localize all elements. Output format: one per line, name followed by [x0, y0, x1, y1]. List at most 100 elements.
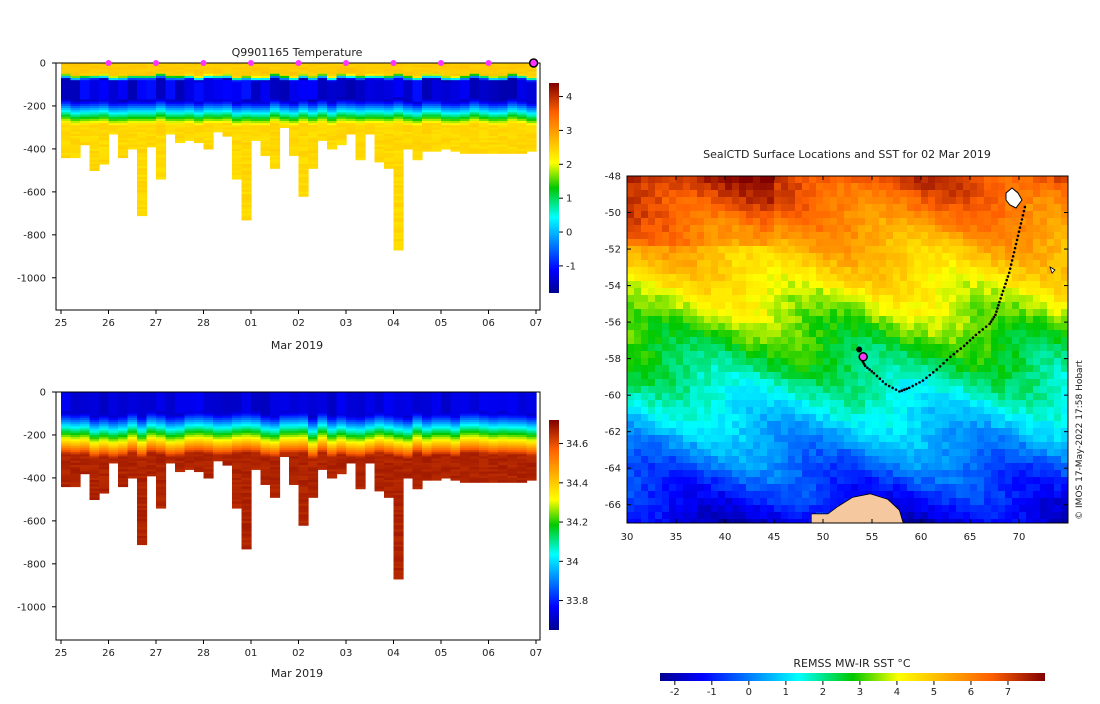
sst-cell	[641, 372, 649, 380]
sst-cell	[627, 491, 635, 499]
temperature-cell	[223, 134, 233, 137]
sst-cell	[627, 456, 635, 464]
sst-cell	[676, 253, 684, 261]
sst-cell	[690, 435, 698, 443]
sst-cell	[655, 246, 663, 254]
sst-cell	[690, 204, 698, 212]
sst-cell	[669, 365, 677, 373]
sst-cell	[669, 407, 677, 415]
sst-cell	[662, 267, 670, 275]
sst-cell	[641, 344, 649, 352]
sst-cell	[669, 386, 677, 394]
salinity-cell	[413, 487, 423, 490]
temperature-cell	[356, 158, 366, 161]
sst-cell	[669, 393, 677, 401]
salinity-cell	[223, 463, 233, 466]
salinity-cell	[185, 467, 195, 470]
sst-cell	[697, 211, 705, 219]
sst-cell	[669, 414, 677, 422]
salinity-cell	[261, 482, 271, 485]
sst-cell	[669, 379, 677, 387]
sst-cell	[690, 267, 698, 275]
sst-cell	[655, 449, 663, 457]
salinity-cell	[71, 484, 81, 487]
sst-cell	[683, 372, 691, 380]
sst-cell	[641, 428, 649, 436]
sst-cell	[690, 183, 698, 191]
sst-cell	[655, 365, 663, 373]
sst-cell	[690, 323, 698, 331]
sst-cell	[662, 407, 670, 415]
sst-cell	[683, 393, 691, 401]
sst-cell	[662, 372, 670, 380]
sst-cell	[634, 498, 642, 506]
sst-cell	[683, 197, 691, 205]
sst-cell	[655, 379, 663, 387]
sst-cell	[648, 463, 656, 471]
sst-cell	[669, 442, 677, 450]
sst-cell	[655, 414, 663, 422]
salinity-cell	[337, 471, 347, 474]
temperature-x-tick-label: 07	[530, 318, 543, 329]
temperature-cell	[308, 166, 318, 169]
sst-cell	[662, 351, 670, 359]
salinity-x-tick-label: 06	[482, 648, 495, 659]
sst-cell	[690, 295, 698, 303]
sst-cell	[690, 414, 698, 422]
sst-cell	[648, 400, 656, 408]
sst-cell	[690, 498, 698, 506]
sst-cell	[634, 295, 642, 303]
sst-cell	[662, 323, 670, 331]
sst-cell	[676, 295, 684, 303]
sst-cell	[690, 470, 698, 478]
temperature-cell	[479, 151, 489, 154]
salinity-x-tick-label: 27	[150, 648, 163, 659]
sst-cell	[683, 218, 691, 226]
salinity-cell	[289, 482, 299, 485]
sst-cell	[641, 512, 649, 520]
sst-cell	[669, 253, 677, 261]
sst-cell	[648, 288, 656, 296]
salinity-cell	[318, 467, 328, 470]
temperature-cell	[375, 160, 385, 163]
temperature-y-tick-label: -800	[23, 230, 46, 241]
sst-cell	[655, 274, 663, 282]
temperature-cell	[280, 125, 290, 128]
sst-cell	[676, 274, 684, 282]
salinity-y-tick-label: -200	[23, 430, 46, 441]
sst-cell	[676, 260, 684, 268]
sst-cell	[676, 330, 684, 338]
sst-cell	[634, 463, 642, 471]
surface-fix-marker	[486, 60, 492, 66]
sst-cell	[634, 351, 642, 359]
sst-cell	[697, 260, 705, 268]
sst-cell	[669, 428, 677, 436]
sst-cell	[669, 246, 677, 254]
sst-cell	[662, 456, 670, 464]
sst-cell	[676, 351, 684, 359]
sst-cell	[669, 456, 677, 464]
sst-cell	[662, 211, 670, 219]
sst-cell	[634, 512, 642, 520]
sst-cell	[690, 302, 698, 310]
sst-cell	[662, 498, 670, 506]
sst-cell	[683, 421, 691, 429]
sst-cell	[697, 239, 705, 247]
sst-cell	[627, 295, 635, 303]
sst-cell	[669, 316, 677, 324]
sst-cell	[655, 204, 663, 212]
sst-cell	[669, 477, 677, 485]
sst-cell	[648, 379, 656, 387]
sst-cell	[641, 358, 649, 366]
sst-cell	[634, 232, 642, 240]
sst-cell	[641, 463, 649, 471]
sst-cell	[634, 337, 642, 345]
surface-fix-marker	[391, 60, 397, 66]
sst-cell	[676, 309, 684, 317]
temperature-cell	[71, 155, 81, 158]
sst-cell	[683, 477, 691, 485]
salinity-cell	[156, 506, 166, 509]
sst-cell	[655, 372, 663, 380]
sst-cell	[648, 470, 656, 478]
